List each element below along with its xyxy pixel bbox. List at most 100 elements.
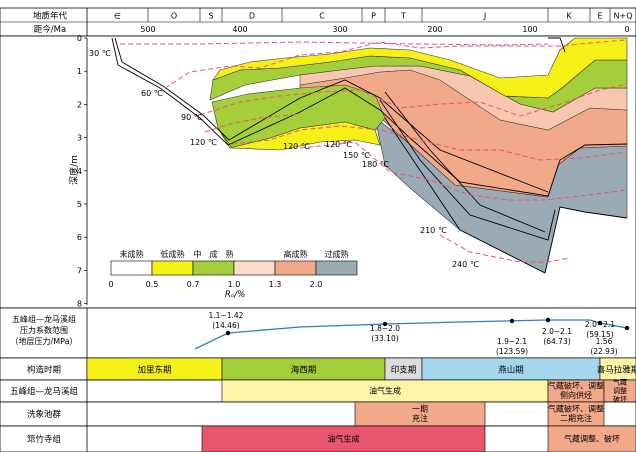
depth-tick-label: 1 [77, 67, 82, 76]
legend-value: 1.0 [228, 280, 241, 289]
isotherm-label: 90 ℃ [181, 113, 203, 122]
depth-tick-label: 6 [77, 233, 82, 242]
period-label: S [208, 12, 213, 21]
event-bar-label: 气藏破坏、调整 [548, 404, 604, 414]
period-label: J [483, 12, 486, 21]
age-tick-label: 300 [332, 25, 347, 34]
geo-era-label: 地质年代 [33, 11, 68, 22]
age-tick-label: 200 [427, 25, 442, 34]
event-bar [201, 425, 486, 452]
legend-swatch [151, 260, 194, 276]
event-bar [354, 401, 486, 427]
age-tick-label: 400 [232, 25, 247, 34]
event-bar-label: 气藏 [613, 377, 627, 386]
maturity-legend: 未成熟 低成熟中 成 熟 高成熟 过成熟 0 0.5 0.7 1.0 1.3 2.0 Rₒ/% [108, 249, 358, 300]
legend-swatches [110, 260, 358, 276]
period-label: D [249, 12, 255, 21]
depth-tick-label: 3 [77, 134, 82, 143]
tectonic-phase-label: 加里东期 [137, 365, 171, 376]
event-row-label: 洗象池群 [27, 409, 62, 420]
event-bar-label: 调整 [613, 386, 627, 395]
burial-chart: 0 1 2 3 4 5 6 7 8 深度/m [0, 34, 636, 309]
isotherm-label: 240 ℃ [452, 260, 479, 269]
pressure-range: 2.0~2.1 [542, 327, 572, 336]
depth-tick-label: 2 [77, 100, 82, 109]
depth-tick-label: 7 [77, 266, 82, 275]
legend-values: 0 0.5 0.7 1.0 1.3 2.0 [108, 280, 322, 289]
pressure-value: (64.73) [543, 337, 570, 346]
event-bar-label: 气藏调整、破坏 [564, 433, 620, 443]
period-cells: ∈ O S D C P T J K E N+Q [114, 8, 632, 22]
pressure-value: (33.10) [371, 334, 398, 343]
isotherm-label: 180 ℃ [362, 160, 389, 169]
period-label: O [171, 12, 177, 21]
age-tick-label: 500 [140, 25, 155, 34]
event-bar-label: 气藏破坏、调整 [548, 381, 604, 391]
legend-label: 未成熟 [120, 249, 144, 259]
period-label: P [371, 12, 376, 21]
legend-label: 过成熟 [325, 249, 349, 259]
pressure-range: 1.1~1.42 [209, 311, 244, 320]
tectonic-phase-label: 喜马拉雅期 [597, 365, 636, 376]
isotherm-labels: 30 ℃ 60 ℃ 90 ℃ 120 ℃ 120 ℃ 120 ℃ 150 ℃ 1… [89, 49, 479, 269]
isotherm-label: 150 ℃ [343, 151, 370, 160]
pressure-row: 五峰组—龙马溪组 压力系数范围 （地层压力/MPa） 1.1~1.42(14.4… [0, 307, 636, 359]
pressure-range: 1.9~2.1 [497, 337, 527, 346]
pressure-label-line3: （地层压力/MPa） [11, 336, 78, 346]
event-bar-label: 油气生成 [328, 433, 360, 443]
depth-tick-label: 5 [77, 200, 82, 209]
legend-labels: 未成熟 低成熟中 成 熟 高成熟 过成熟 [120, 249, 349, 259]
tectonic-row: 构造时期 加里东期 海西期 印支期 燕山期 喜马拉雅期 [0, 357, 636, 381]
isotherm-label: 210 ℃ [420, 226, 447, 235]
event-rows: 五峰组—龙马溪组 油气生成气藏破坏、调整侧向供烃气藏调整破坏洗象池群一期充注气藏破… [0, 377, 636, 452]
pressure-point [382, 321, 388, 327]
pressure-range: 2.0~2.1 [585, 320, 615, 329]
age-ticks: 500 400 300 200 100 0 [140, 25, 629, 34]
legend-value: 2.0 [310, 280, 323, 289]
legend-value: 0.5 [146, 280, 159, 289]
legend-value: 1.3 [269, 280, 282, 289]
depth-tick-label: 8 [77, 300, 82, 309]
burial-curves [111, 37, 628, 274]
depth-tick-label: 4 [77, 167, 82, 176]
legend-label: 中 成 熟 [194, 249, 234, 259]
legend-swatch [274, 260, 317, 276]
band-yellow-lower [217, 121, 381, 151]
pressure-point [225, 330, 231, 336]
isotherm-label: 120 ℃ [325, 140, 352, 149]
tectonic-phase-label: 海西期 [291, 365, 317, 376]
pressure-point [597, 320, 603, 326]
event-row-label: 筇竹寺组 [27, 434, 62, 445]
age-tick-label: 100 [522, 25, 537, 34]
pressure-point [545, 317, 551, 323]
period-label: ∈ [114, 12, 121, 21]
legend-axis-label: Rₒ/% [225, 290, 245, 300]
header-table: 地质年代 距今/Ma ∈ O S D C P T J K E N+Q 500 400 300 200 100… [0, 7, 636, 37]
legend-label: 高成熟 [284, 249, 308, 259]
pressure-curve [194, 319, 628, 350]
event-bar-label: 破坏 [613, 394, 627, 403]
depth-tick-label: 0 [77, 34, 82, 43]
legend-swatch [192, 260, 235, 276]
period-label: K [566, 12, 572, 21]
pressure-value: (22.93) [590, 347, 617, 356]
depth-ticks: 0 1 2 3 4 5 6 7 8 [77, 34, 87, 309]
isotherm-label: 120 ℃ [190, 138, 217, 147]
event-bar-label: 油气生成 [369, 385, 401, 395]
event-row: 筇竹寺组 油气生成 气藏调整、破坏 [0, 425, 636, 452]
band-yellow [212, 37, 628, 99]
period-label: N+Q [614, 12, 633, 21]
legend-swatch [110, 260, 153, 276]
event-bar-label: 侧向供烃 [560, 390, 592, 400]
pressure-point [509, 318, 515, 324]
tectonic-phases: 加里东期 海西期 印支期 燕山期 喜马拉雅期 [86, 357, 636, 381]
pressure-range: 1.8~2.0 [370, 324, 400, 333]
isotherm-label: 30 ℃ [89, 49, 111, 58]
age-label: 距今/Ma [34, 24, 66, 35]
period-label: T [400, 12, 406, 21]
legend-swatch [315, 260, 358, 276]
pressure-value: (59.15) [586, 330, 613, 339]
